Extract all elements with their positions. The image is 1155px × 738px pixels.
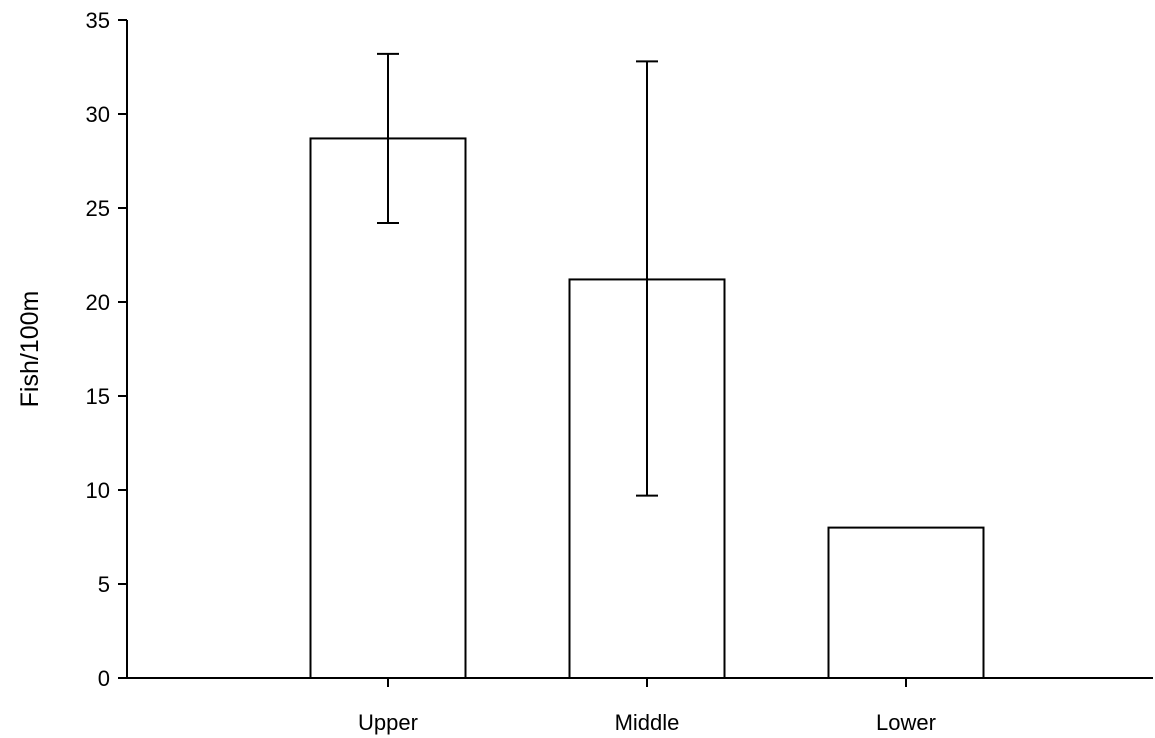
bar-upper [309,137,467,679]
y-tick-label-15: 15 [86,384,110,409]
y-axis-title: Fish/100m [16,291,44,408]
y-tick-label-10: 10 [86,478,110,503]
y-tick-label-20: 20 [86,290,110,315]
y-tick-label-5: 5 [98,572,110,597]
x-tick-label-lower: Lower [876,710,936,735]
y-tick-label-25: 25 [86,196,110,221]
plot-area [309,52,985,679]
y-tick-label-0: 0 [98,666,110,691]
bar-lower [827,526,985,679]
y-tick-label-30: 30 [86,102,110,127]
y-tick-label-35: 35 [86,8,110,33]
x-tick-label-middle: Middle [615,710,680,735]
x-tick-label-upper: Upper [358,710,418,735]
axes: 0 5 10 15 20 25 30 35 Upper Middle Lower [86,8,1153,735]
